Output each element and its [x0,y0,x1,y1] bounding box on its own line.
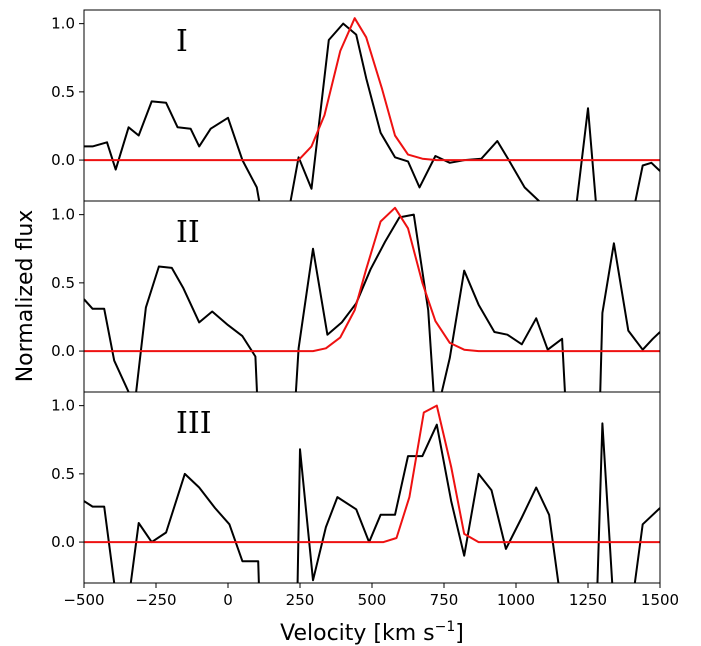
panel-3-y-tick-label-0: 0.0 [51,533,75,551]
panel-1-model-profile [84,17,660,162]
panel-2-label: II [176,215,200,250]
panel-1-frame [83,9,661,202]
x-tick-label-4: 500 [358,591,387,609]
panel-2-y-tick-label-2: 1.0 [51,206,75,224]
panel-2-frame [83,200,661,393]
x-tick-label-1: −250 [135,591,176,609]
panel-1: I [83,9,661,202]
panel-3-observed-spectrum [84,422,660,583]
x-tick-label-6: 1000 [497,591,535,609]
panel-2-model-profile [84,206,660,353]
panel-1-y-tick-label-1: 0.5 [51,83,75,101]
panel-1-observed-spectrum [84,22,660,201]
panel-2: II [83,200,661,393]
x-ticks: −500 −250 0 250 500 750 1000 1250 1500 [63,583,679,609]
panel-1-y-tick-label-0: 0.0 [51,151,75,169]
x-tick-label-5: 750 [430,591,459,609]
panel-1-y-tick-label-2: 1.0 [51,15,75,33]
x-tick-label-3: 250 [286,591,315,609]
panel-2-y-tick-label-1: 0.5 [51,274,75,292]
x-axis-label: Velocity [km s−1] [280,619,464,646]
panel-2-y-tick-label-0: 0.0 [51,342,75,360]
panel-2-observed-spectrum [84,213,660,392]
panel-1-plot [84,17,660,201]
x-tick-label-2: 0 [223,591,233,609]
panel-3-model-profile [84,404,660,544]
x-axis-label-suffix: ] [455,621,464,646]
x-tick-label-7: 1250 [569,591,607,609]
y-axis-label: Normalized flux [13,210,38,383]
panel-3-label: III [176,406,212,441]
y-ticks: 0.0 0.5 1.0 0.0 0.5 1.0 0.0 0.5 1.0 [51,15,84,551]
panel-3-plot [84,404,660,583]
x-axis-label-main: Velocity [km s [280,621,435,646]
panel-3-y-tick-label-2: 1.0 [51,397,75,415]
panel-3-frame [83,391,661,584]
x-axis-label-sup: −1 [435,619,456,635]
x-tick-label-0: −500 [63,591,104,609]
panel-3-y-tick-label-1: 0.5 [51,465,75,483]
x-tick-label-8: 1500 [641,591,679,609]
panel-2-plot [84,206,660,392]
panel-3: III [83,391,661,584]
panel-1-label: I [176,24,188,59]
